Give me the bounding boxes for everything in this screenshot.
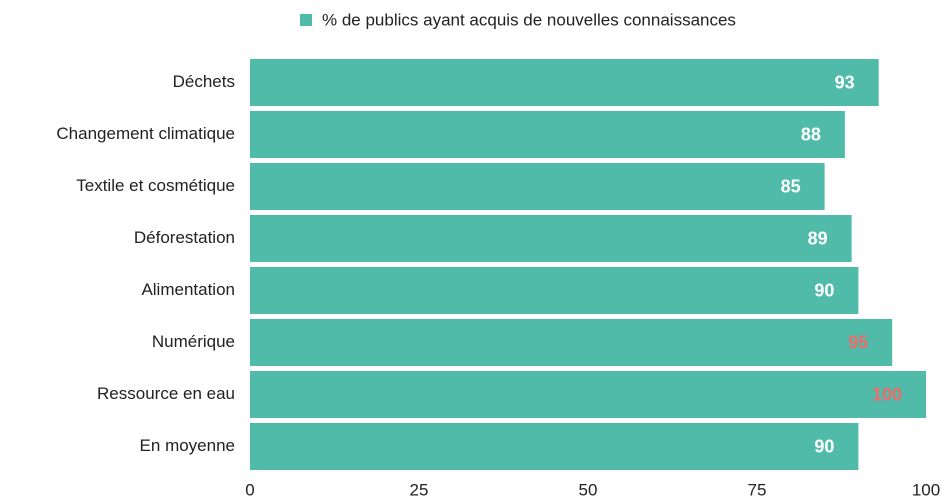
bar [250, 267, 859, 314]
value-label: 93 [835, 72, 855, 92]
bar [250, 111, 845, 158]
x-tick-label: 75 [748, 480, 767, 499]
value-label: 90 [814, 280, 834, 300]
x-tick-label: 50 [579, 480, 598, 499]
bar [250, 319, 893, 366]
category-label: Textile et cosmétique [76, 176, 235, 195]
value-label: 90 [814, 436, 834, 456]
value-label: 88 [801, 124, 821, 144]
category-label: Déchets [173, 72, 235, 91]
value-label: 89 [808, 228, 828, 248]
bar [250, 59, 879, 106]
x-tick-label: 100 [912, 480, 940, 499]
bar [250, 215, 852, 262]
value-label: 85 [781, 176, 801, 196]
bar [250, 423, 859, 470]
value-label: 100 [872, 384, 902, 404]
value-label: 95 [848, 332, 868, 352]
category-label: Ressource en eau [97, 384, 235, 403]
legend-label: % de publics ayant acquis de nouvelles c… [322, 10, 736, 29]
category-label: Alimentation [141, 280, 235, 299]
bar [250, 371, 926, 418]
legend-swatch [300, 14, 312, 26]
bar [250, 163, 825, 210]
category-label: En moyenne [140, 436, 235, 455]
category-label: Déforestation [134, 228, 235, 247]
category-label: Changement climatique [56, 124, 235, 143]
category-label: Numérique [152, 332, 235, 351]
x-tick-label: 25 [410, 480, 429, 499]
x-tick-label: 0 [245, 480, 254, 499]
